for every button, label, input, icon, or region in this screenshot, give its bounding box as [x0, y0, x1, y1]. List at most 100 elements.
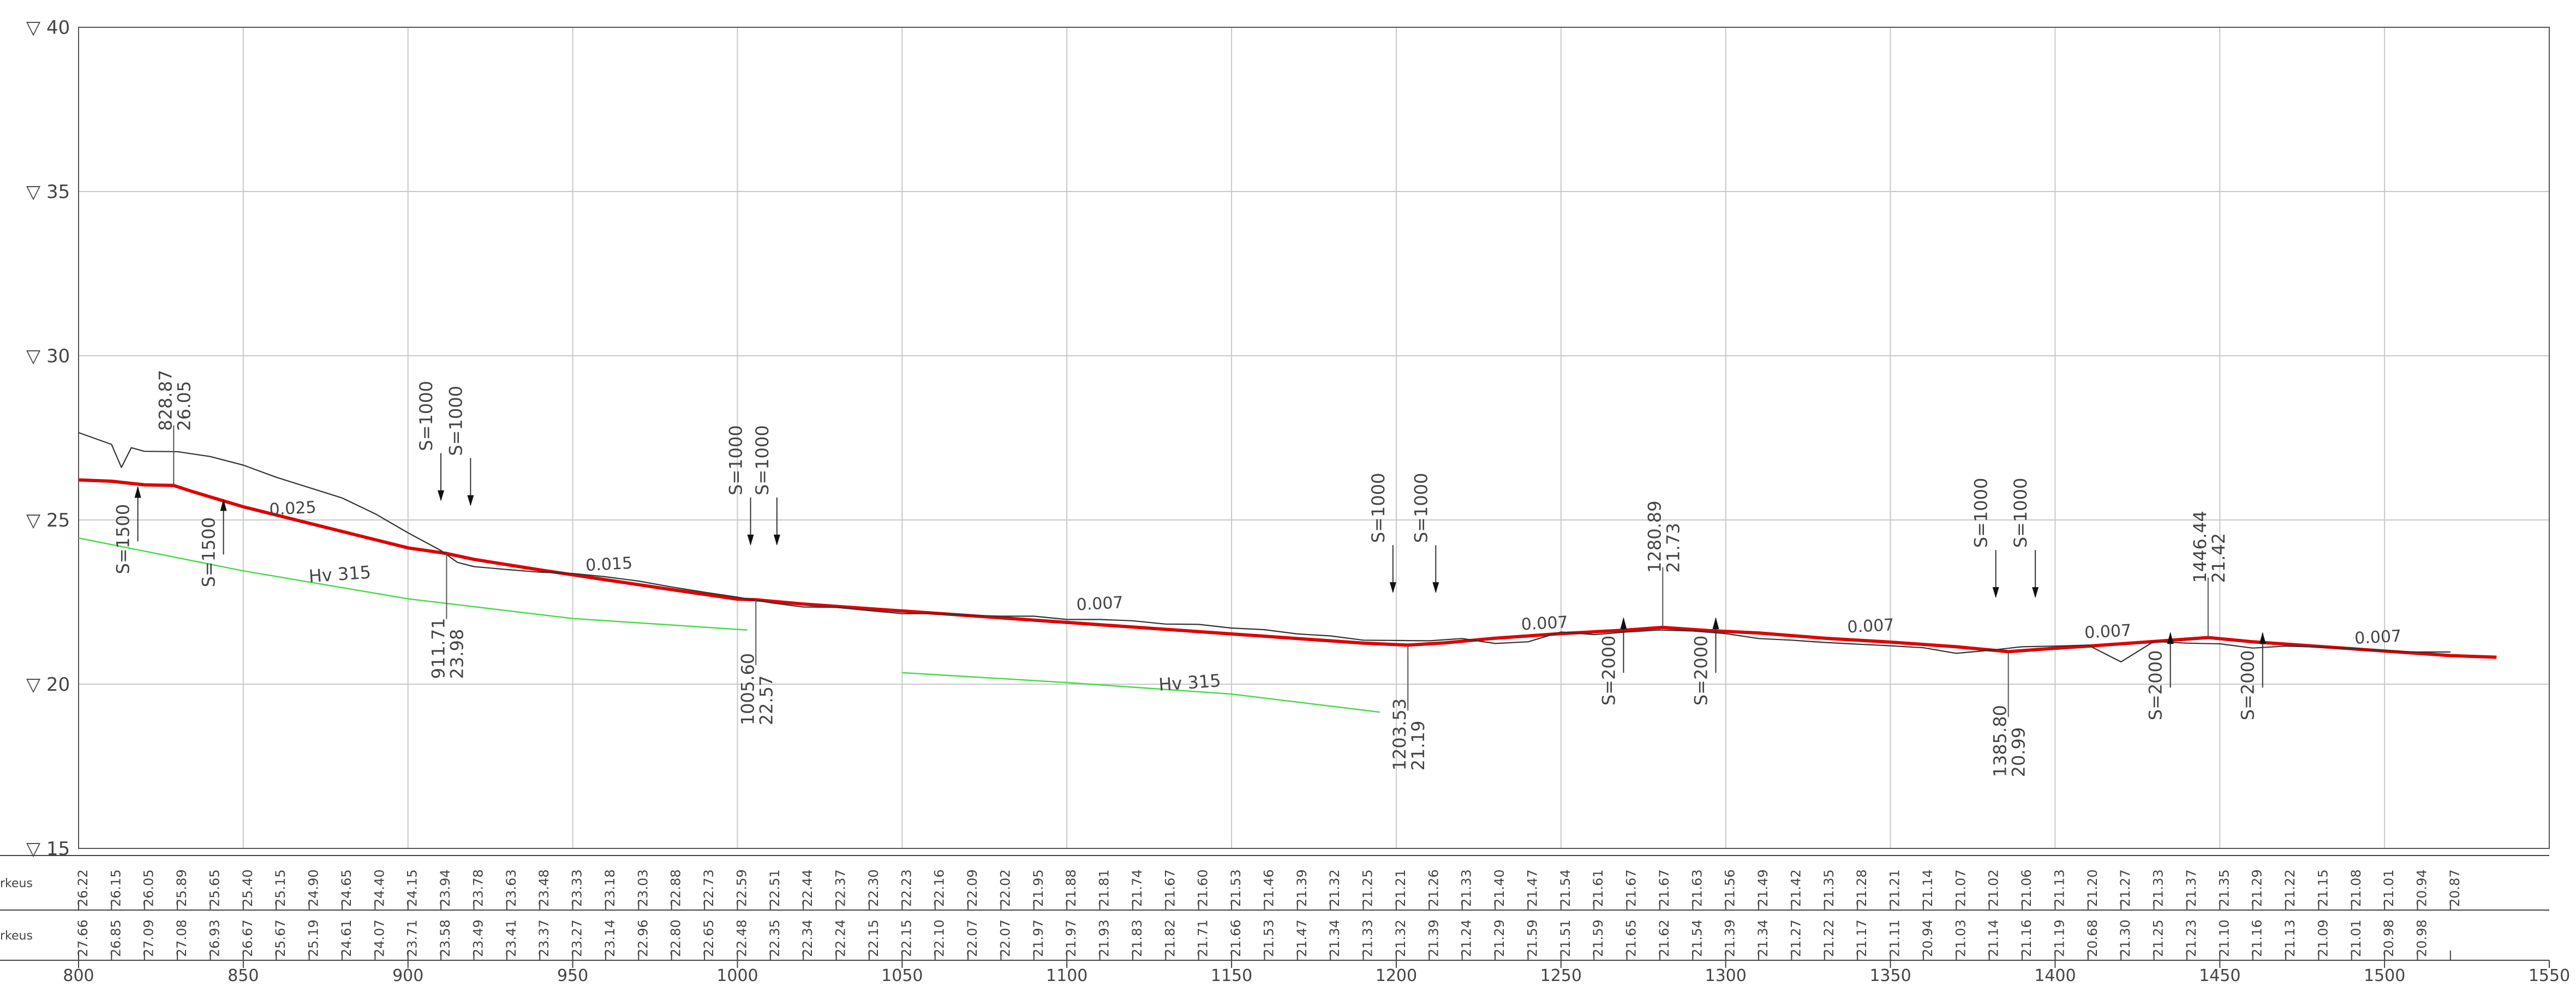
table-cell-value: 22.15	[866, 919, 881, 957]
table-cell-value: 20.68	[2085, 919, 2100, 957]
grid	[78, 27, 2550, 849]
break-point-elevation: 26.05	[174, 381, 194, 431]
table-cell-value: 21.07	[1953, 869, 1968, 907]
table-cell-value: 21.35	[1821, 869, 1837, 907]
x-tick-label: 900	[392, 966, 423, 985]
table-cell-value: 25.65	[207, 869, 222, 907]
table-row-label: rkeus	[0, 877, 33, 890]
grade-label: 0.015	[585, 554, 633, 575]
table-cell-value: 21.62	[1657, 919, 1672, 957]
table-cell-value: 21.46	[1261, 869, 1276, 907]
y-tick-label: ▽ 30	[26, 345, 70, 367]
x-tick-label: 850	[228, 966, 259, 985]
curve-radius-label: S=2000	[1598, 636, 1619, 706]
grade-label: 0.007	[2084, 621, 2132, 642]
table-cell-value: 27.66	[75, 919, 91, 957]
curve-radius-label: S=1000	[1410, 473, 1431, 543]
table-cell-value: 21.27	[1788, 919, 1803, 957]
table-cell-value: 21.13	[2282, 919, 2298, 957]
table-cell-value: 22.34	[800, 919, 815, 957]
table-cell-value: 24.65	[339, 869, 354, 907]
table-cell-value: 21.61	[1591, 869, 1606, 907]
curve-radius-label: S=1000	[1368, 473, 1389, 543]
table-cell-value: 21.32	[1393, 919, 1408, 957]
table-cell-value: 22.07	[997, 919, 1013, 957]
table-cell-value: 21.74	[1129, 869, 1145, 907]
table-cell-value: 21.83	[1129, 919, 1145, 957]
y-tick-label: ▽ 20	[26, 674, 70, 696]
table-cell-value: 21.95	[1031, 869, 1046, 907]
table-cell-value: 21.23	[2184, 919, 2199, 957]
curve-radius-label: S=2000	[2145, 650, 2166, 721]
table-cell-value: 21.67	[1624, 869, 1639, 907]
table-cell-value: 26.67	[240, 919, 255, 957]
table-cell-value: 21.42	[1788, 869, 1803, 907]
table-cell-value: 21.16	[2019, 919, 2034, 957]
table-cell-value: 21.39	[1723, 919, 1738, 957]
table-cell-value: 23.94	[438, 869, 453, 907]
table-cell-value: 21.66	[1228, 919, 1244, 957]
table-cell-value: 21.33	[2151, 869, 2166, 907]
x-tick-label: 1200	[1376, 966, 1417, 985]
table-cell-value: 25.89	[174, 869, 189, 907]
pipe-label: Hv 315	[308, 561, 372, 587]
table-cell-value: 26.93	[207, 919, 222, 957]
break-point-station: 1385.80	[1990, 705, 2011, 777]
table-cell-value: 21.01	[2348, 919, 2364, 957]
table-cell-value: 21.10	[2216, 919, 2232, 957]
table-cell-value: 22.51	[767, 869, 782, 907]
x-tick-label: 800	[63, 966, 94, 985]
table-cell-value: 21.15	[2315, 869, 2330, 907]
table-cell-value: 21.67	[1162, 869, 1178, 907]
table-cell-value: 21.30	[2118, 919, 2133, 957]
curve-arrow-head	[438, 490, 445, 501]
table-cell-value: 23.14	[602, 919, 618, 957]
table-cell-value: 21.39	[1294, 869, 1310, 907]
table-cell-value: 20.87	[2447, 869, 2463, 907]
table-cell-value: 21.63	[1689, 869, 1705, 907]
curve-arrow-head	[134, 486, 141, 498]
table-cell-value: 21.59	[1525, 919, 1540, 957]
break-point-station: 1280.89	[1644, 501, 1665, 573]
table-cell-value: 21.11	[1887, 919, 1903, 957]
table-cell-value: 21.32	[1327, 869, 1342, 907]
table-cell-value: 21.39	[1426, 919, 1441, 957]
table-cell-value: 24.40	[372, 869, 387, 907]
curve-arrow-head	[773, 534, 780, 546]
break-point-station: 911.71	[428, 618, 449, 679]
table-cell-value: 25.67	[273, 919, 288, 957]
table-cell-value: 22.09	[965, 869, 980, 907]
table-cell-value: 21.06	[2019, 869, 2034, 907]
y-tick-label: ▽ 35	[26, 181, 70, 203]
break-point-station: 828.87	[155, 370, 176, 431]
grade-label: 0.007	[1521, 613, 1569, 634]
table-cell-value: 26.22	[75, 869, 91, 907]
break-point-elevation: 23.98	[446, 629, 467, 679]
series-pipe-line-1	[78, 537, 748, 631]
table-cell-value: 23.18	[602, 869, 618, 907]
table-cell-value: 21.97	[1031, 919, 1046, 957]
series-design-grade	[78, 478, 2497, 659]
x-tick-label: 1400	[2034, 966, 2076, 985]
table-cell-value: 25.19	[306, 919, 321, 957]
table-cell-value: 22.23	[899, 869, 914, 907]
table-cell-value: 22.24	[833, 919, 848, 957]
table-cell-value: 21.29	[1492, 919, 1507, 957]
table-cell-value: 21.54	[1558, 869, 1573, 907]
table-cell-value: 23.78	[470, 869, 486, 907]
table-cell-value: 22.02	[997, 869, 1013, 907]
grade-label: 0.025	[269, 498, 317, 519]
curve-arrow-head	[2167, 632, 2174, 644]
table-cell-value: 21.37	[2184, 869, 2199, 907]
curve-arrow-head	[1432, 582, 1439, 594]
table-cell-value: 23.49	[470, 919, 486, 957]
table-cell-value: 26.05	[141, 869, 157, 907]
table-cell-value: 20.94	[2414, 869, 2430, 907]
table-cell-value: 21.25	[1360, 869, 1376, 907]
curve-arrow-head	[2259, 632, 2266, 644]
table-cell-value: 21.26	[1426, 869, 1441, 907]
curve-arrow-head	[1389, 582, 1396, 594]
table-cell-value: 21.21	[1887, 869, 1903, 907]
